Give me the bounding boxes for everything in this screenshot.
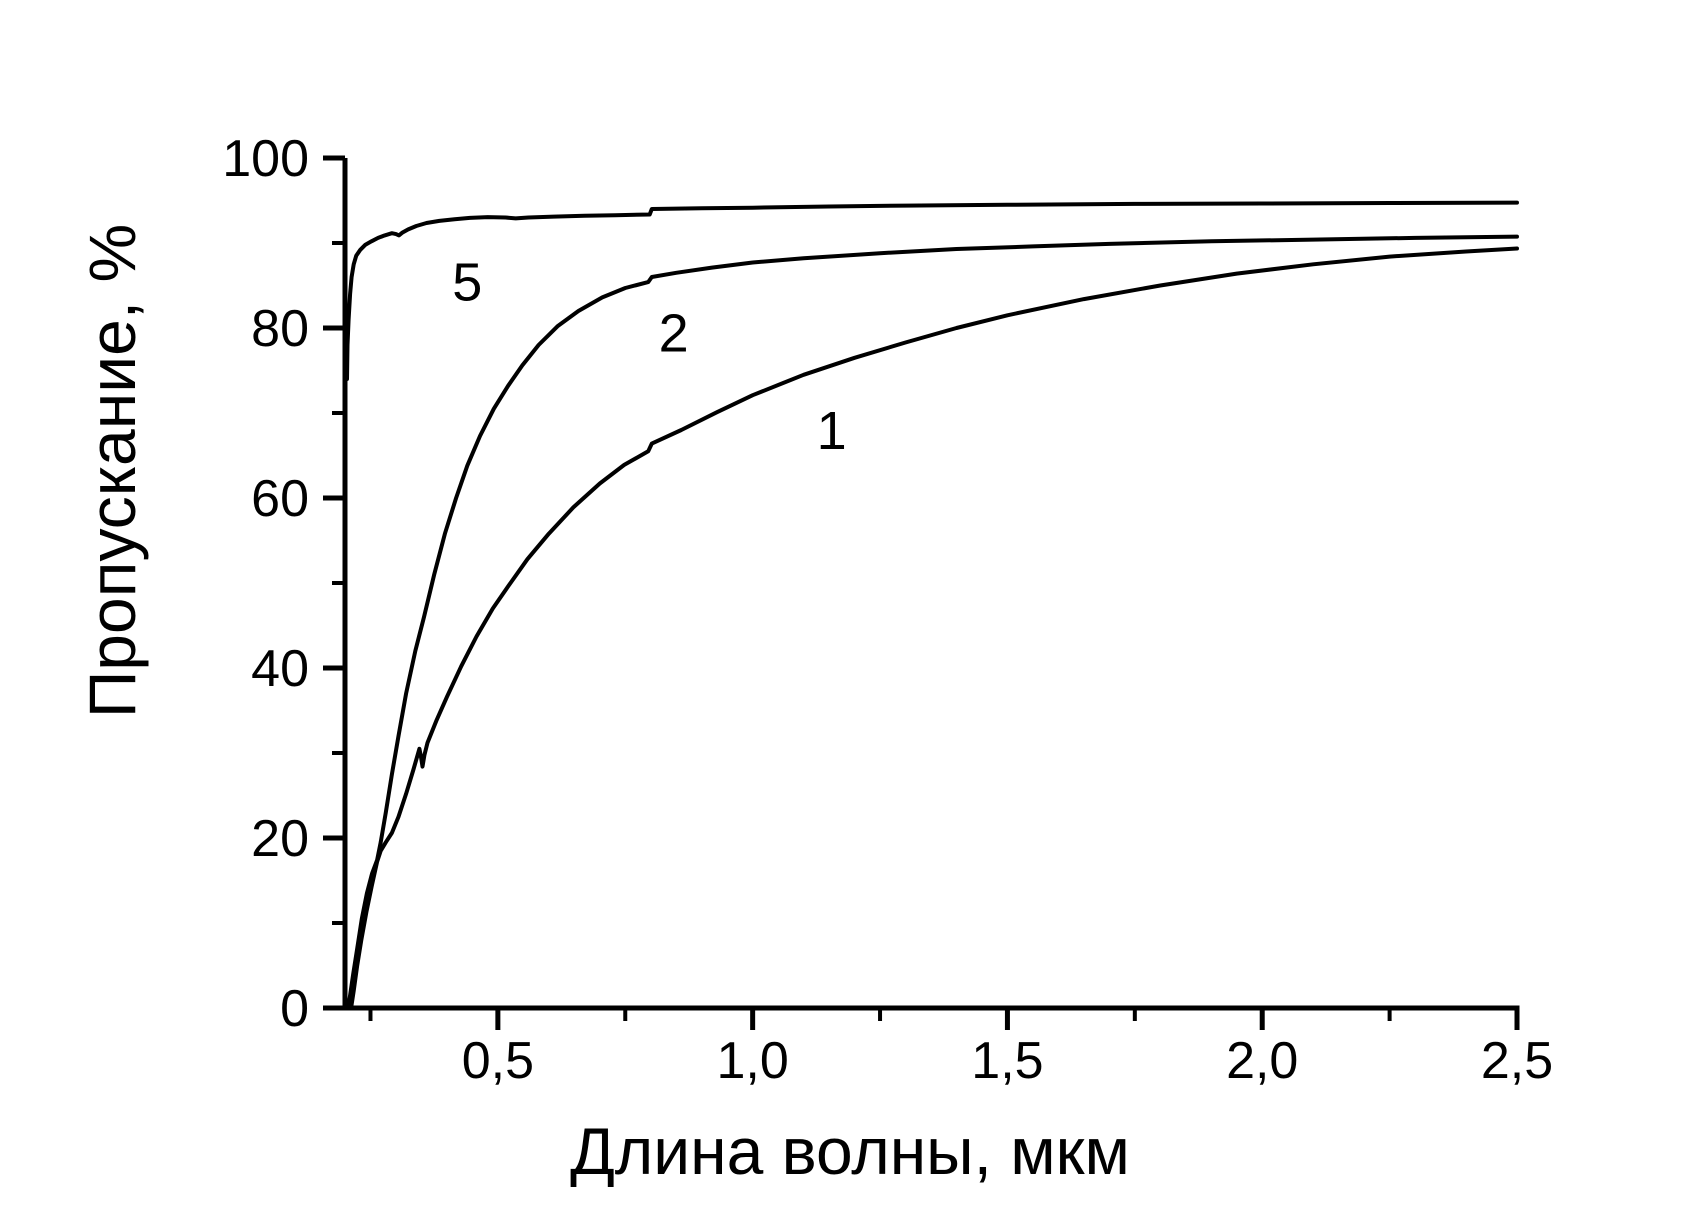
curve-1-label: 1 xyxy=(817,401,847,461)
curve-5-label: 5 xyxy=(452,252,482,312)
y-tick-label: 20 xyxy=(251,810,309,868)
transmission-chart: 0,5 1,0 1,5 2,0 2,5 0 20 40 60 80 100 5 2 1 Длина в… xyxy=(40,16,1663,1188)
curve-2 xyxy=(346,234,1519,1010)
x-tick-label: 1,5 xyxy=(971,1032,1043,1090)
chart-canvas: 0,5 1,0 1,5 2,0 2,5 0 20 40 60 80 100 5 2 1 Длина в… xyxy=(75,130,1553,1188)
curve-2-label: 2 xyxy=(659,303,689,363)
y-axis-ticks xyxy=(323,155,345,1011)
y-tick-label: 60 xyxy=(251,470,309,528)
x-tick-label: 2,0 xyxy=(1226,1032,1298,1090)
curve-1 xyxy=(349,246,1519,1010)
y-axis-tick-labels: 0 20 40 60 80 100 xyxy=(222,130,309,1038)
curves xyxy=(345,200,1519,1010)
curve-labels: 5 2 1 xyxy=(452,252,846,461)
axes xyxy=(342,158,1520,1011)
y-tick-label: 100 xyxy=(222,130,309,188)
x-tick-label: 2,5 xyxy=(1481,1032,1553,1090)
x-axis-title: Длина волны, мкм xyxy=(570,1114,1130,1188)
x-tick-label: 0,5 xyxy=(462,1032,534,1090)
curve-5 xyxy=(345,200,1519,381)
y-tick-label: 80 xyxy=(251,300,309,358)
x-tick-label: 1,0 xyxy=(717,1032,789,1090)
x-axis-ticks xyxy=(368,1008,1520,1030)
y-axis-title: Пропускание, % xyxy=(75,224,149,718)
x-axis-tick-labels: 0,5 1,0 1,5 2,0 2,5 xyxy=(462,1032,1553,1090)
y-tick-label: 0 xyxy=(280,980,309,1038)
y-tick-label: 40 xyxy=(251,640,309,698)
